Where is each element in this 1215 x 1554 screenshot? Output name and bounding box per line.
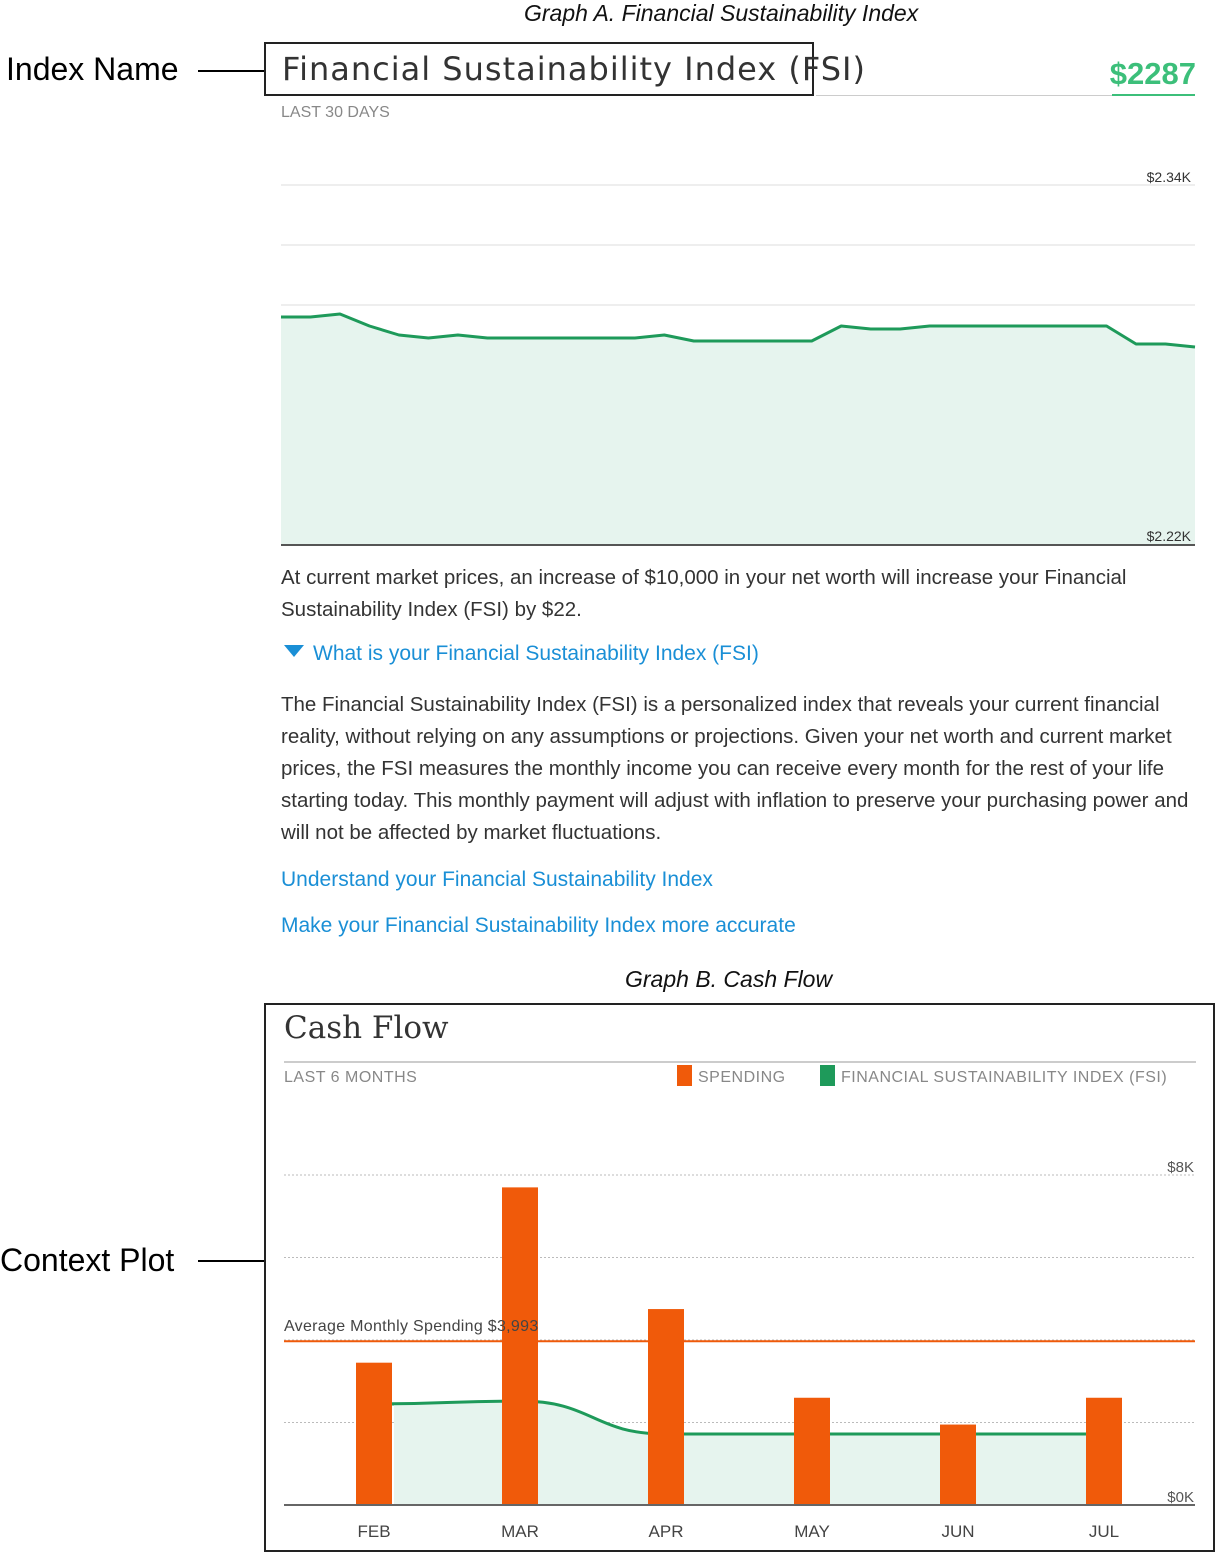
cash-flow-chart: Average Monthly Spending $3,993 FEB MAR APR… [284,1159,1195,1541]
spending-bar [1086,1397,1122,1505]
fsi-expander-label: What is your Financial Sustainability In… [313,642,759,665]
spending-bar [940,1424,976,1505]
cf-fsi-area [374,1401,1116,1505]
understand-fsi-link[interactable]: Understand your Financial Sustainability… [281,868,713,891]
cf-fsi-line [373,1399,1116,1436]
fsi-area [281,314,1195,545]
spending-bar [502,1187,538,1505]
legend-spending[interactable]: SPENDING [677,1065,786,1087]
fsi-title: Financial Sustainability Index (FSI) [282,50,866,88]
make-fsi-accurate-link[interactable]: Make your Financial Sustainability Index… [281,914,796,937]
index-name-label: Index Name [6,51,179,87]
fsi-y-min-label: $2.22K [1147,528,1192,544]
fsi-title-box [264,42,814,96]
cash-flow-header-rule [284,1061,1196,1063]
fsi-header-rule [816,95,1194,96]
fsi-value-underline [1112,94,1195,96]
cf-y-max-label: $8K [1167,1159,1194,1176]
cf-x-tick-label: JUL [1089,1522,1119,1541]
fsi-line-chart: $2.34K $2.22K [280,169,1196,546]
fsi-expander-toggle[interactable]: What is your Financial Sustainability In… [284,642,759,666]
cf-x-tick-label: FEB [357,1522,390,1541]
fsi-line [281,312,1196,349]
sensitivity-text: At current market prices, an increase of… [281,566,1127,621]
context-plot-label: Context Plot [0,1242,175,1278]
cf-x-tick-label: APR [649,1522,684,1541]
cf-x-tick-label: MAY [794,1522,830,1541]
fsi-subtitle: LAST 30 DAYS [281,104,390,121]
fsi-description: The Financial Sustainability Index (FSI)… [281,693,1189,844]
spending-bar [794,1397,830,1505]
legend-spending-label: SPENDING [698,1069,786,1086]
cf-x-tick-label: JUN [941,1522,974,1541]
spending-swatch [677,1065,692,1086]
cf-x-tick-label: MAR [501,1522,539,1541]
fsi-y-max-label: $2.34K [1147,169,1192,185]
cash-flow-subtitle: LAST 6 MONTHS [284,1069,418,1086]
cf-y-min-label: $0K [1167,1489,1194,1506]
fsi-swatch [820,1065,835,1086]
legend-fsi[interactable]: FINANCIAL SUSTAINABILITY INDEX (FSI) [820,1065,1167,1087]
cash-flow-title: Cash Flow [284,1010,449,1046]
fsi-current-value[interactable]: $2287 [1109,56,1196,91]
index-name-leader [198,70,264,72]
graph-a-caption: Graph A. Financial Sustainability Index [524,0,919,26]
cash-flow-box [264,1003,1215,1552]
spending-bar [356,1362,392,1505]
avg-spending-label: Average Monthly Spending $3,993 [284,1318,539,1335]
legend-fsi-label: FINANCIAL SUSTAINABILITY INDEX (FSI) [841,1069,1168,1086]
spending-bar [648,1309,684,1505]
context-plot-leader [198,1260,264,1262]
triangle-down-icon [284,645,304,657]
graph-b-caption: Graph B. Cash Flow [625,966,833,992]
